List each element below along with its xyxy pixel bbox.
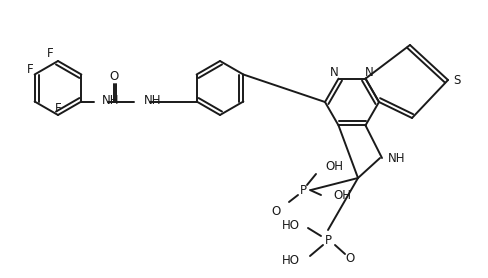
Text: N: N (330, 66, 339, 79)
Text: HO: HO (282, 219, 300, 232)
Text: NH: NH (388, 152, 406, 165)
Text: OH: OH (325, 160, 343, 173)
Text: O: O (110, 70, 119, 83)
Text: F: F (27, 63, 34, 76)
Text: O: O (271, 205, 281, 217)
Text: P: P (300, 183, 306, 197)
Text: OH: OH (333, 188, 351, 202)
Text: NH: NH (143, 94, 161, 107)
Text: N: N (365, 66, 374, 79)
Text: P: P (325, 234, 331, 247)
Text: F: F (46, 46, 53, 59)
Text: HO: HO (282, 254, 300, 267)
Text: NH: NH (102, 94, 119, 107)
Text: S: S (453, 73, 461, 86)
Text: O: O (346, 252, 355, 264)
Text: F: F (55, 101, 61, 115)
